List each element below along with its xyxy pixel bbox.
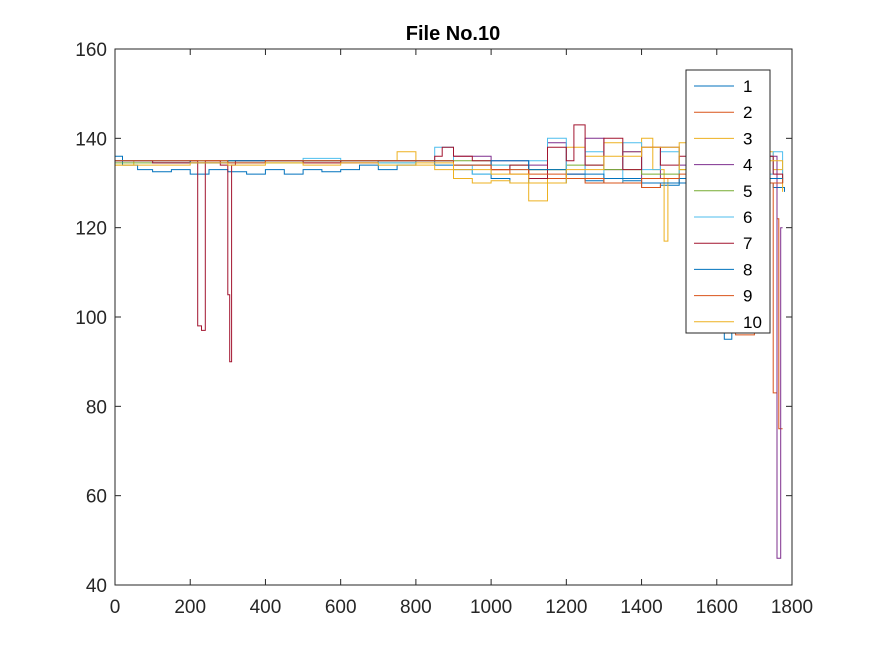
legend-label-5: 5 bbox=[743, 182, 752, 201]
series-line-8 bbox=[115, 160, 784, 184]
series-line-3 bbox=[115, 137, 784, 242]
legend-label-8: 8 bbox=[743, 260, 752, 279]
y-tick-label: 160 bbox=[75, 40, 107, 61]
y-tick-label: 140 bbox=[75, 129, 107, 150]
legend-label-10: 10 bbox=[743, 313, 762, 332]
y-axis-ticks: 40 60 80 100 120 140 160 bbox=[75, 40, 792, 597]
legend-label-3: 3 bbox=[743, 129, 752, 148]
series-line-1 bbox=[115, 155, 785, 340]
x-axis-ticks: 0 200 400 600 800 1000 1200 1400 1600 1800 bbox=[110, 49, 813, 618]
y-tick-label: 100 bbox=[75, 308, 107, 329]
legend-label-2: 2 bbox=[743, 103, 752, 122]
legend-label-9: 9 bbox=[743, 287, 752, 306]
x-tick-label: 0 bbox=[110, 597, 121, 618]
y-tick-label: 60 bbox=[86, 487, 107, 508]
x-tick-label: 1600 bbox=[696, 597, 738, 618]
x-tick-label: 1000 bbox=[470, 597, 512, 618]
x-tick-label: 200 bbox=[174, 597, 206, 618]
y-tick-label: 120 bbox=[75, 219, 107, 240]
legend: 1 2 3 4 5 6 7 8 9 10 bbox=[685, 69, 771, 334]
x-tick-label: 600 bbox=[325, 597, 357, 618]
legend-label-6: 6 bbox=[743, 208, 752, 227]
legend-label-1: 1 bbox=[743, 77, 752, 96]
chart-title: File No.10 bbox=[406, 23, 500, 45]
legend-box bbox=[685, 69, 771, 334]
y-tick-label: 40 bbox=[86, 576, 107, 597]
series-line-7 bbox=[115, 124, 784, 363]
series-line-10 bbox=[115, 142, 784, 184]
legend-label-7: 7 bbox=[743, 234, 752, 253]
legend-label-4: 4 bbox=[743, 156, 752, 175]
x-tick-label: 1400 bbox=[620, 597, 662, 618]
x-tick-label: 1800 bbox=[771, 597, 813, 618]
x-tick-label: 400 bbox=[250, 597, 282, 618]
x-tick-label: 800 bbox=[400, 597, 432, 618]
plot-lines bbox=[115, 124, 785, 559]
series-line-9 bbox=[115, 160, 784, 336]
y-tick-label: 80 bbox=[86, 397, 107, 418]
series-line-2 bbox=[115, 160, 783, 430]
x-tick-label: 1200 bbox=[545, 597, 587, 618]
series-line-4 bbox=[115, 137, 783, 559]
